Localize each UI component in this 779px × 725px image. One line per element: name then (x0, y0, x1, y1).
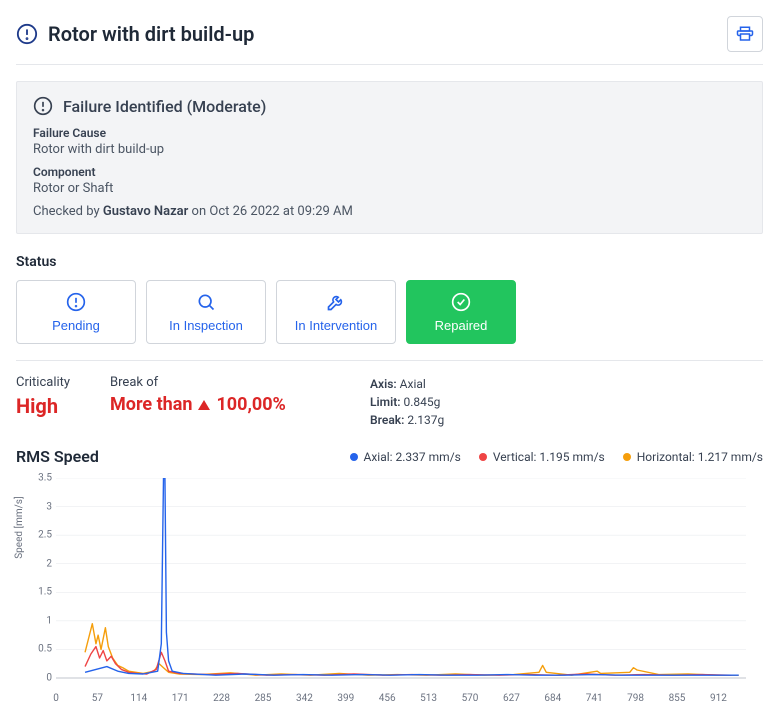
ytick-label: 2 (34, 558, 52, 569)
criticality-metric: Criticality High (16, 375, 70, 429)
legend-vertical-label: Vertical: 1.195 mm/s (493, 450, 605, 464)
ytick-label: 0 (34, 673, 52, 684)
search-icon (196, 292, 216, 312)
axis-value: Axial (400, 377, 426, 391)
warning-icon (16, 23, 38, 45)
failure-cause-value: Rotor with dirt build-up (33, 142, 746, 157)
breakg-value: 2.137g (407, 413, 444, 427)
chart-area: Speed [mm/s] 00.511.522.533.505711417122… (16, 478, 763, 702)
breakg-label: Break: (370, 413, 404, 427)
ytick-label: 1.5 (34, 587, 52, 598)
status-repaired-label: Repaired (435, 318, 488, 333)
dot-icon (479, 453, 487, 461)
xtick-label: 912 (710, 693, 727, 704)
print-button[interactable] (727, 16, 763, 52)
checked-by: Checked by Gustavo Nazar on Oct 26 2022 … (33, 204, 746, 219)
rms-speed-chart (56, 478, 746, 698)
print-icon (736, 25, 754, 43)
chart-header: RMS Speed Axial: 2.337 mm/s Vertical: 1.… (16, 447, 763, 466)
chart-title: RMS Speed (16, 447, 99, 466)
status-section: Status Pending In Inspection In Interven… (16, 254, 763, 344)
legend-axial-label: Axial: 2.337 mm/s (364, 450, 461, 464)
ytick-label: 3.5 (34, 473, 52, 484)
xtick-label: 570 (462, 693, 479, 704)
checked-prefix: Checked by (33, 204, 103, 219)
failure-cause-label: Failure Cause (33, 126, 746, 140)
ytick-label: 0.5 (34, 644, 52, 655)
xtick-label: 342 (296, 693, 313, 704)
legend-horizontal-label: Horizontal: 1.217 mm/s (637, 450, 763, 464)
xtick-label: 684 (544, 693, 561, 704)
dot-icon (623, 453, 631, 461)
xtick-label: 855 (669, 693, 686, 704)
break-value: More than 100,00% (110, 394, 330, 415)
xtick-label: 798 (627, 693, 644, 704)
dot-icon (350, 453, 358, 461)
status-inspection-button[interactable]: In Inspection (146, 280, 266, 344)
status-repaired-button[interactable]: Repaired (406, 280, 516, 344)
legend-horizontal: Horizontal: 1.217 mm/s (623, 450, 763, 464)
status-row: Pending In Inspection In Intervention Re… (16, 280, 763, 344)
alert-icon (33, 96, 53, 116)
criticality-label: Criticality (16, 375, 70, 390)
xtick-label: 741 (586, 693, 603, 704)
limit-value: 0.845g (403, 395, 440, 409)
component-value: Rotor or Shaft (33, 181, 746, 196)
axis-label: Axis: (370, 377, 397, 391)
status-label: Status (16, 254, 763, 270)
page-title: Rotor with dirt build-up (48, 22, 254, 46)
failure-panel: Failure Identified (Moderate) Failure Ca… (16, 81, 763, 234)
limit-label: Limit: (370, 395, 400, 409)
xtick-label: 399 (337, 693, 354, 704)
wrench-icon (326, 292, 346, 312)
xtick-label: 513 (420, 693, 437, 704)
page-header: Rotor with dirt build-up (16, 16, 763, 65)
ytick-label: 3 (34, 501, 52, 512)
ytick-label: 2.5 (34, 530, 52, 541)
status-inspection-label: In Inspection (169, 318, 243, 333)
xtick-label: 0 (53, 693, 59, 704)
chart-legend: Axial: 2.337 mm/s Vertical: 1.195 mm/s H… (350, 450, 764, 464)
break-prefix: More than (110, 394, 192, 415)
break-label: Break of (110, 375, 330, 390)
xtick-label: 228 (213, 693, 230, 704)
component-label: Component (33, 165, 746, 179)
checked-user: Gustavo Nazar (103, 204, 188, 219)
xtick-label: 171 (172, 693, 189, 704)
status-intervention-button[interactable]: In Intervention (276, 280, 396, 344)
legend-vertical: Vertical: 1.195 mm/s (479, 450, 605, 464)
header-left: Rotor with dirt build-up (16, 22, 254, 46)
check-icon (451, 292, 471, 312)
break-pct: 100,00% (216, 394, 285, 415)
metrics-row: Criticality High Break of More than 100,… (16, 360, 763, 429)
status-pending-label: Pending (52, 318, 100, 333)
chart-section: RMS Speed Axial: 2.337 mm/s Vertical: 1.… (16, 447, 763, 702)
axis-metric: Axis: Axial Limit: 0.845g Break: 2.137g (370, 375, 444, 429)
chart-ylabel: Speed [mm/s] (14, 496, 25, 558)
failure-title: Failure Identified (Moderate) (63, 97, 266, 116)
legend-axial: Axial: 2.337 mm/s (350, 450, 461, 464)
criticality-value: High (16, 394, 70, 418)
checked-suffix: on Oct 26 2022 at 09:29 AM (188, 204, 353, 219)
break-metric: Break of More than 100,00% (110, 375, 330, 429)
triangle-up-icon (198, 400, 210, 410)
xtick-label: 627 (503, 693, 520, 704)
xtick-label: 285 (255, 693, 272, 704)
status-pending-button[interactable]: Pending (16, 280, 136, 344)
xtick-label: 114 (130, 693, 147, 704)
pending-icon (66, 292, 86, 312)
failure-header: Failure Identified (Moderate) (33, 96, 746, 116)
ytick-label: 1 (34, 615, 52, 626)
xtick-label: 456 (379, 693, 396, 704)
xtick-label: 57 (92, 693, 103, 704)
status-intervention-label: In Intervention (295, 318, 377, 333)
